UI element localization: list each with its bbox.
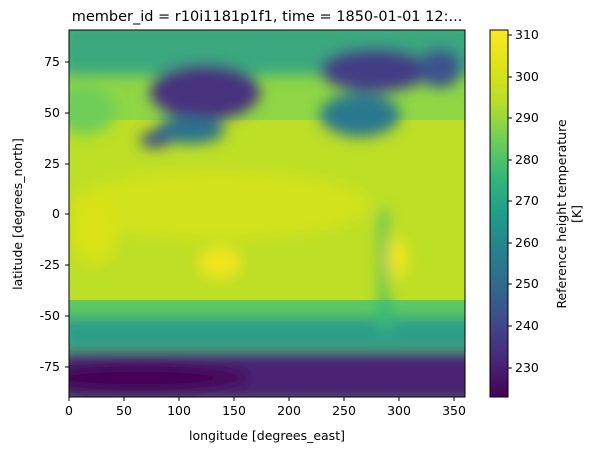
north-america-cold [320, 48, 430, 92]
siberia-cold [150, 64, 260, 120]
y-axis: 75 50 25 0 -25 -50 -75 latitude [degrees… [10, 54, 69, 374]
equatorial-warm [70, 170, 370, 240]
colorbar-label: Reference height temperature [554, 119, 569, 309]
y-tick-label: -25 [40, 257, 60, 272]
y-axis-label: latitude [degrees_north] [10, 138, 25, 290]
x-tick-label: 50 [116, 403, 132, 418]
x-tick-label: 350 [442, 403, 466, 418]
central-asia [155, 116, 225, 144]
south-america-hot [388, 238, 408, 278]
antarctica-core [69, 364, 250, 392]
andes [380, 210, 386, 320]
chart-title: member_id = r10i1181p1f1, time = 1850-01… [72, 9, 463, 25]
cbar-tick-label: 270 [515, 193, 539, 208]
y-tick-label: -75 [40, 359, 60, 374]
x-axis-label: longitude [degrees_east] [189, 428, 345, 443]
colorbar-unit: [K] [569, 205, 584, 223]
x-tick-label: 150 [222, 403, 246, 418]
x-tick-label: 200 [277, 403, 301, 418]
africa-warm [70, 195, 120, 265]
europe [69, 85, 115, 135]
y-tick-label: 75 [44, 54, 60, 69]
tibet [140, 132, 170, 148]
x-axis: 0 50 100 150 200 250 300 350 longitude [… [65, 397, 466, 443]
colorbar-scale [489, 29, 509, 398]
y-tick-label: -50 [40, 308, 60, 323]
cbar-tick-label: 230 [515, 360, 539, 375]
cbar-tick-label: 310 [515, 27, 539, 42]
greenland [418, 48, 462, 88]
cbar-tick-label: 250 [515, 276, 539, 291]
y-tick-label: 0 [52, 206, 60, 221]
cbar-tick-label: 260 [515, 235, 539, 250]
cbar-tick-label: 280 [515, 152, 539, 167]
australia-hot [198, 247, 242, 279]
canada [320, 93, 400, 137]
x-tick-label: 100 [167, 403, 191, 418]
cbar-tick-label: 290 [515, 110, 539, 125]
band-southern-ocean [69, 318, 465, 348]
heatmap-area [69, 30, 465, 397]
patagonia [377, 297, 393, 333]
x-tick-label: 300 [387, 403, 411, 418]
x-tick-label: 250 [332, 403, 356, 418]
cbar-tick-label: 300 [515, 69, 539, 84]
colorbar: 230 240 250 260 270 280 290 300 310 Refe… [489, 27, 584, 398]
cbar-tick-label: 240 [515, 318, 539, 333]
y-tick-label: 50 [44, 105, 60, 120]
y-tick-label: 25 [44, 156, 60, 171]
x-tick-label: 0 [65, 403, 73, 418]
